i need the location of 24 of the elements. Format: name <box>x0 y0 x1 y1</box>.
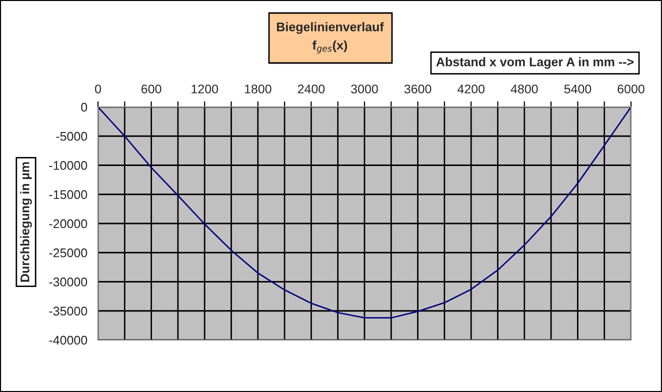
y-tick-label: -5000 <box>56 132 88 141</box>
y-tick-label: -25000 <box>49 248 88 258</box>
x-tick-label: 1800 <box>244 84 272 94</box>
x-tick-label: 0 <box>95 84 101 94</box>
y-tick-label: -20000 <box>49 219 88 228</box>
x-tick-label: 5400 <box>564 84 592 94</box>
x-tick-label: 4800 <box>510 84 538 94</box>
x-axis-title: Abstand x vom Lager A in mm --> <box>436 57 634 69</box>
x-tick-label: 4200 <box>457 84 485 94</box>
y-tick-label: -35000 <box>49 306 88 316</box>
chart-title: Biegelinienverlauf <box>277 22 384 34</box>
x-tick-label: 2400 <box>298 84 325 94</box>
y-axis-title: Durchbiegung in µm <box>20 162 32 282</box>
x-tick-label: 600 <box>142 84 162 94</box>
y-tick-label: -10000 <box>49 161 88 170</box>
y-tick-label: -15000 <box>49 190 88 200</box>
x-tick-label: 3600 <box>404 84 432 94</box>
y-tick-label: -30000 <box>49 278 88 286</box>
x-tick-label: 1200 <box>192 84 218 94</box>
x-tick-label: 3000 <box>351 84 378 94</box>
y-tick-label: -40000 <box>49 336 88 345</box>
chart-subtitle: f$_{ges}$(x) <box>312 40 348 54</box>
y-tick-label: 0 <box>81 102 88 112</box>
x-tick-label: 6000 <box>618 84 644 94</box>
